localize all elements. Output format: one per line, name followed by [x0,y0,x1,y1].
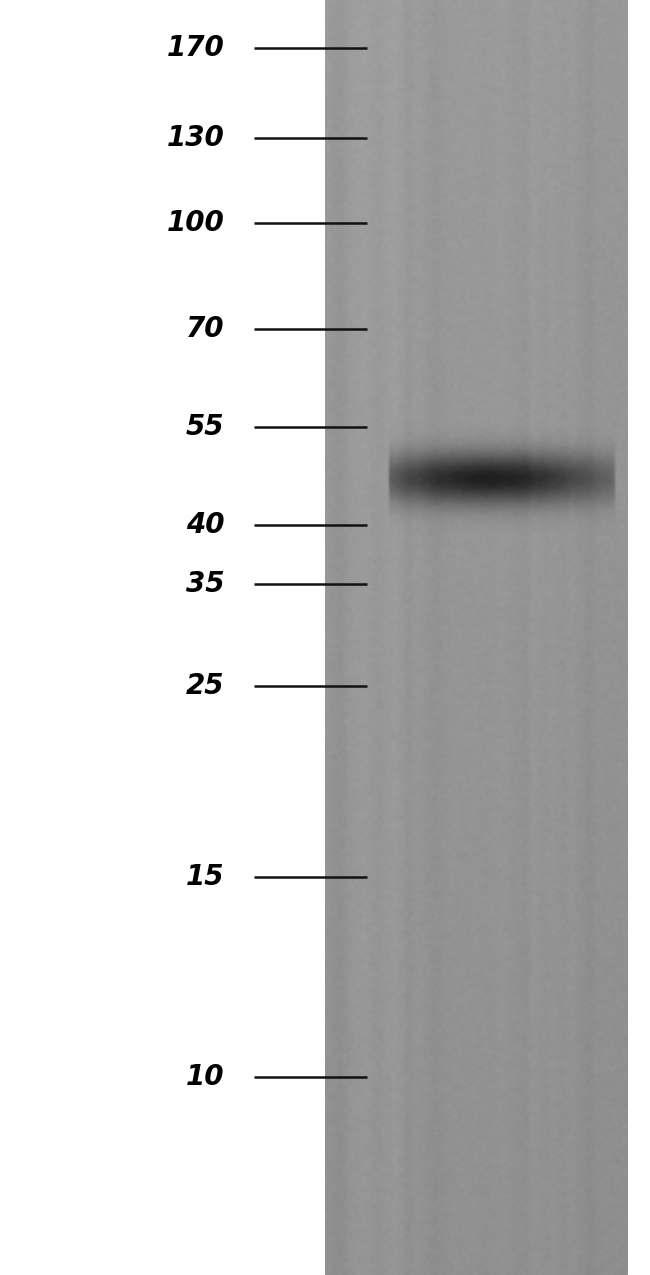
Text: 170: 170 [166,34,224,62]
Text: 35: 35 [186,570,224,598]
Text: 55: 55 [186,413,224,441]
Text: 10: 10 [186,1063,224,1091]
Text: 100: 100 [166,209,224,237]
Text: 40: 40 [186,511,224,539]
Text: 130: 130 [166,124,224,152]
Text: 15: 15 [186,863,224,891]
Text: 70: 70 [186,315,224,343]
Text: 25: 25 [186,672,224,700]
